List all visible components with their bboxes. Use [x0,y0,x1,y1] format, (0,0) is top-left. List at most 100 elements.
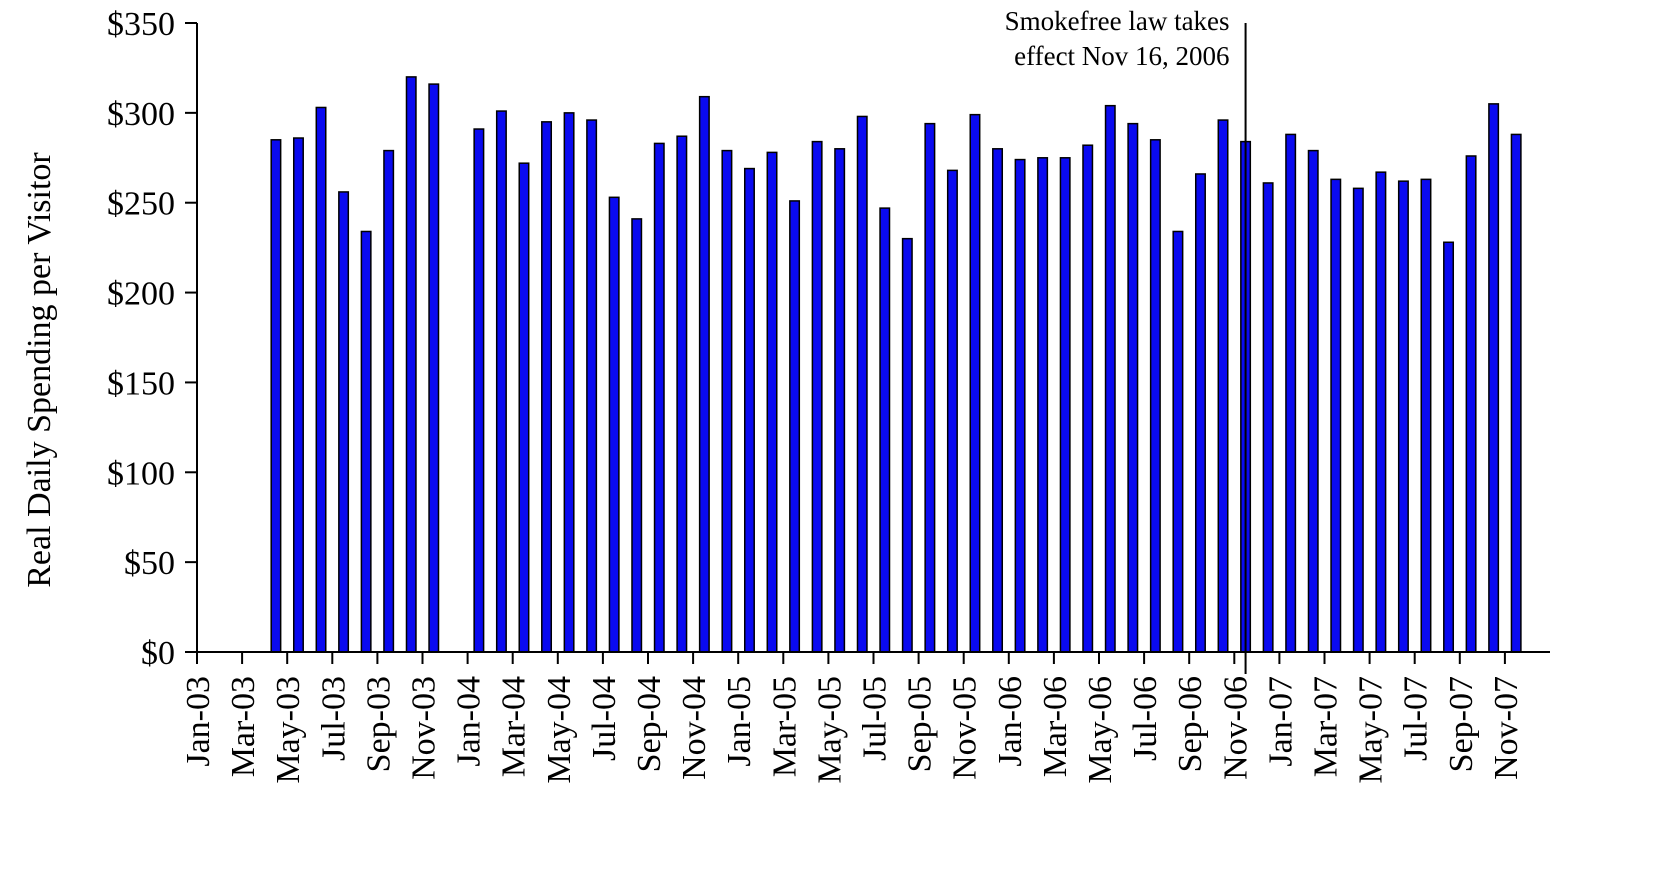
bar-Mar-06 [1059,157,1071,653]
bar-Apr-06 [1082,144,1094,653]
x-tick-label: Jul-07 [1398,676,1435,761]
y-tick-label: $350 [107,6,175,43]
y-tick-label: $150 [107,365,175,402]
x-tick-label: Jan-03 [180,676,217,767]
annotation-line-2: effect Nov 16, 2006 [1014,41,1229,71]
bar-Dec-06 [1262,182,1274,653]
y-axis-title: Real Daily Spending per Visitor [21,152,58,588]
x-tick-label: Mar-06 [1037,676,1074,777]
bar-Sep-06 [1194,173,1206,653]
y-tick-label: $0 [141,635,175,672]
bar-Mar-04 [518,162,530,653]
x-tick-label: Sep-07 [1443,676,1480,772]
bar-Apr-03 [270,139,282,653]
bar-Feb-06 [1037,157,1049,653]
bar-May-04 [563,112,575,653]
bar-Nov-04 [698,95,710,653]
x-tick-label: Jul-06 [1127,676,1164,761]
bar-Jul-06 [1149,139,1161,653]
x-tick-label: Sep-05 [902,676,939,772]
bar-Jun-07 [1397,180,1409,653]
bar-Jan-05 [743,167,755,653]
x-tick-label: Jan-05 [721,676,758,767]
bar-Oct-04 [676,135,688,653]
x-tick-label: May-03 [270,676,307,784]
bar-Sep-07 [1465,155,1477,653]
x-tick-label: Nov-07 [1488,676,1525,780]
x-tick-label: Mar-03 [225,676,262,777]
bar-Sep-04 [653,142,665,653]
bar-Aug-04 [631,218,643,653]
bar-Dec-04 [721,149,733,653]
bar-Oct-05 [946,169,958,653]
bar-Jun-03 [315,106,327,653]
bar-Jun-04 [586,119,598,653]
bar-Apr-04 [541,121,553,653]
bar-Oct-06 [1217,119,1229,653]
bar-Mar-07 [1330,178,1342,653]
x-tick-label: Mar-05 [766,676,803,777]
x-tick-label: May-04 [541,676,578,784]
bar-Aug-03 [360,230,372,653]
y-tick-label: $100 [107,455,175,492]
x-tick-label: Nov-04 [676,676,713,780]
x-tick-label: Jul-04 [586,676,623,761]
x-tick-label: Nov-05 [947,676,984,780]
bar-Feb-04 [495,110,507,653]
y-tick-label: $300 [107,96,175,133]
bar-May-05 [834,148,846,653]
x-tick-label: Nov-06 [1217,676,1254,780]
x-tick-label: May-06 [1082,676,1119,784]
x-tick-label: Nov-03 [406,676,443,780]
x-tick-label: Jul-03 [315,676,352,761]
y-tick-label: $200 [107,276,175,313]
x-tick-label: Sep-03 [360,676,397,772]
bar-Jan-07 [1285,133,1297,653]
x-tick-label: May-07 [1353,676,1390,784]
y-tick-label: $250 [107,186,175,223]
x-tick-label: Jan-04 [451,676,488,767]
bar-May-03 [292,137,304,653]
bar-Jul-05 [879,207,891,653]
bar-Sep-05 [924,122,936,653]
bar-Nov-03 [428,83,440,653]
bar-Nov-05 [969,113,981,653]
y-tick-label: $50 [124,545,175,582]
bar-Oct-03 [405,76,417,653]
x-ticks-layer: Jan-03 Mar-03 May-03 Jul-03 Sep-03 Nov-03 Jan-… [180,652,1525,784]
x-tick-label: May-05 [811,676,848,784]
x-tick-label: Mar-04 [496,676,533,777]
bars-layer [270,76,1522,653]
bar-Jul-03 [338,191,350,653]
bar-Jun-05 [856,115,868,653]
bar-Jan-04 [473,128,485,653]
bar-Jul-04 [608,196,620,653]
bar-Aug-06 [1172,230,1184,653]
bar-May-06 [1104,104,1116,653]
y-axis-title-group: Real Daily Spending per Visitor [21,152,58,588]
x-tick-label: Sep-04 [631,676,668,772]
bar-Feb-07 [1307,149,1319,653]
x-tick-label: Sep-06 [1172,676,1209,772]
bar-Aug-05 [901,237,913,653]
bar-Mar-05 [789,200,801,653]
x-tick-label: Jul-05 [857,676,894,761]
bar-Aug-07 [1443,241,1455,653]
bar-Jul-07 [1420,178,1432,653]
axes-layer [196,23,1550,653]
bar-Dec-05 [992,148,1004,653]
x-tick-label: Jan-06 [992,676,1029,767]
bar-Nov-07 [1510,133,1522,653]
bar-May-07 [1375,171,1387,653]
bar-Oct-07 [1488,103,1500,653]
bar-Apr-05 [811,140,823,653]
annotation-line-1: Smokefree law takes [1005,6,1230,36]
bar-Jan-06 [1014,158,1026,653]
y-ticks-layer: $0 $50 $100 $150 $200 $250 $300 $350 [107,6,197,672]
x-tick-label: Jan-07 [1262,676,1299,767]
bar-Sep-03 [383,149,395,653]
bar-Feb-05 [766,151,778,653]
annotation-layer: Smokefree law takes effect Nov 16, 2006 [1005,6,1247,674]
bar-Apr-07 [1352,187,1364,653]
